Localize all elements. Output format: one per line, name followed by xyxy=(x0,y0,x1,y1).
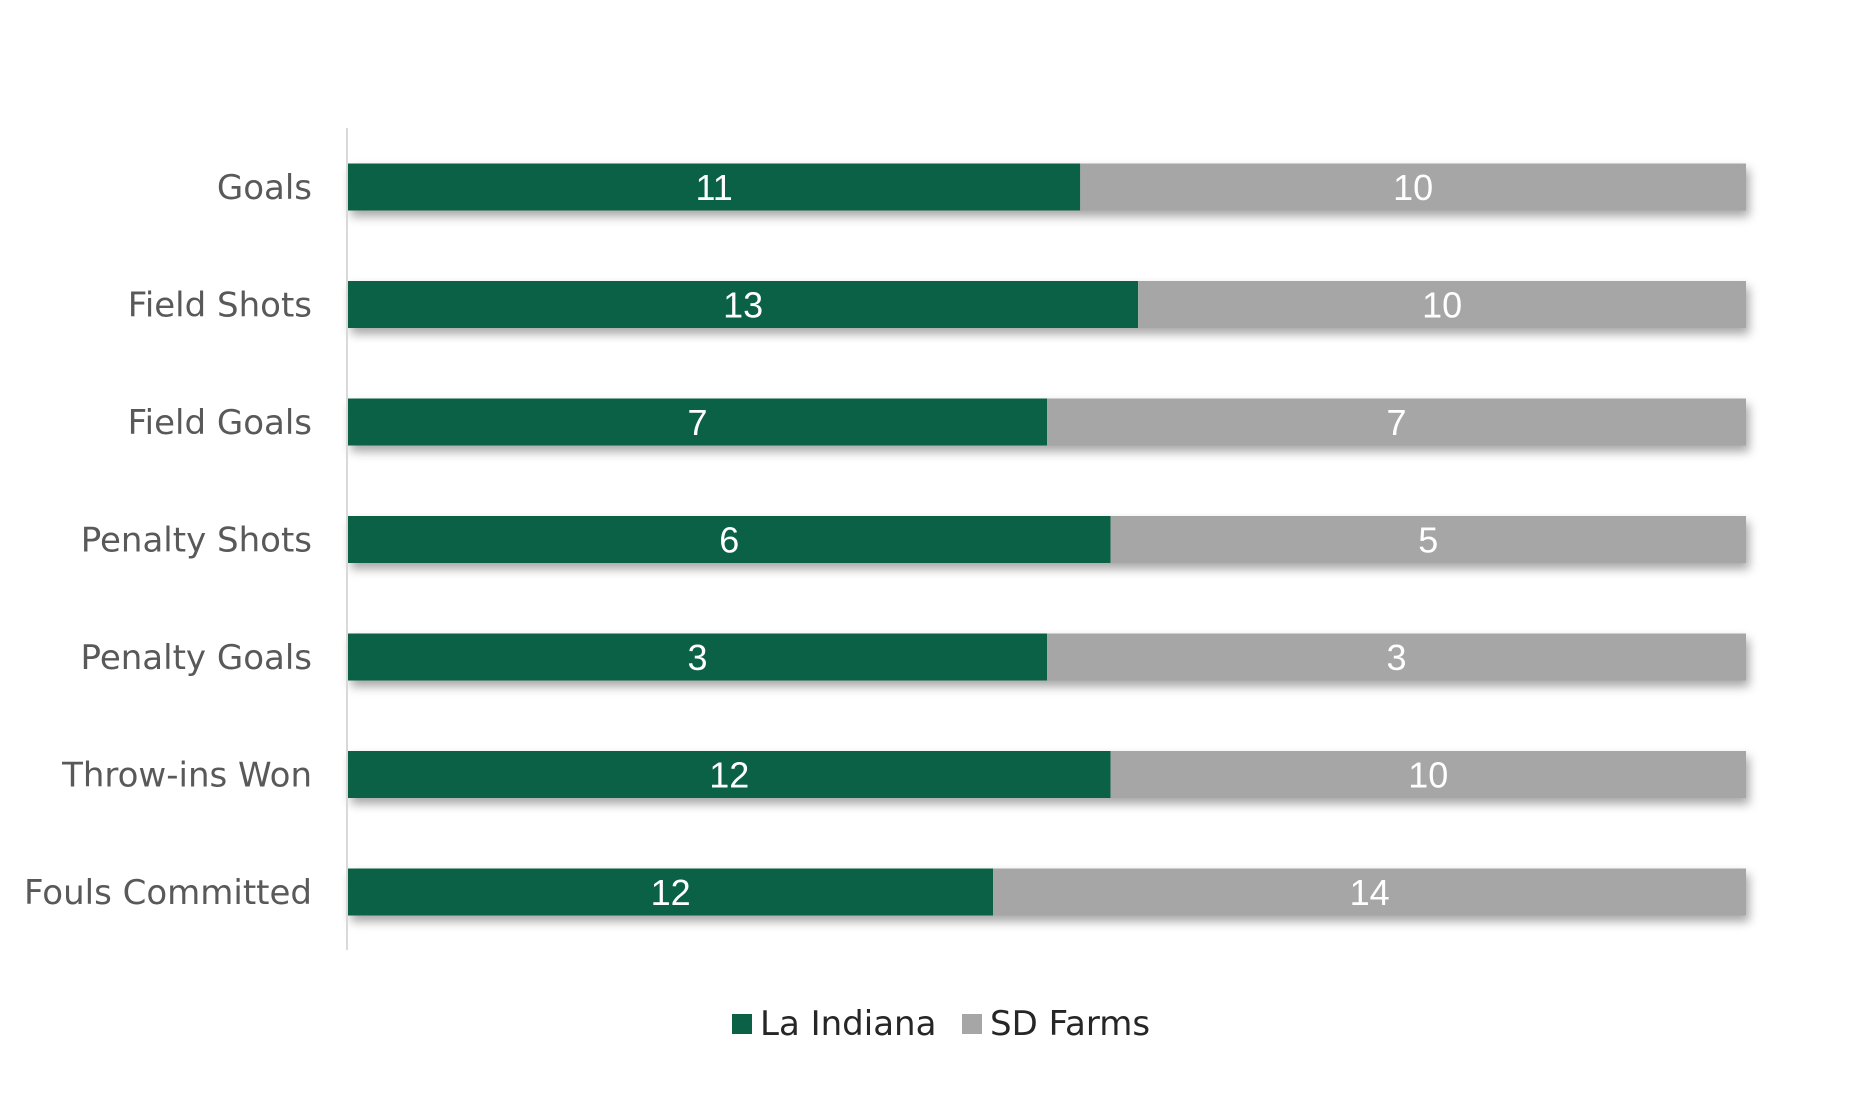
data-label-la-indiana-field-goals: 7 xyxy=(687,402,707,443)
category-label-throw-ins-won: Throw-ins Won xyxy=(61,756,312,796)
data-label-sd-farms-penalty-shots: 5 xyxy=(1418,520,1438,561)
bar-sd-farms-penalty-goals xyxy=(1047,633,1746,681)
category-label-penalty-shots: Penalty Shots xyxy=(81,521,312,561)
data-label-la-indiana-penalty-goals: 3 xyxy=(687,637,707,678)
data-label-sd-farms-penalty-goals: 3 xyxy=(1386,637,1406,678)
data-label-la-indiana-goals: 11 xyxy=(695,167,732,208)
data-label-la-indiana-field-shots: 13 xyxy=(723,285,763,326)
data-label-la-indiana-penalty-shots: 6 xyxy=(719,520,739,561)
legend-label-la-indiana: La Indiana xyxy=(760,1004,936,1044)
bar-la-indiana-throw-ins-won xyxy=(348,751,1111,798)
bar-la-indiana-fouls-committed xyxy=(348,868,994,916)
bar-la-indiana-field-shots xyxy=(348,281,1139,328)
bar-la-indiana-penalty-goals xyxy=(348,633,1047,681)
category-label-penalty-goals: Penalty Goals xyxy=(81,638,312,678)
bar-la-indiana-field-goals xyxy=(348,398,1047,446)
data-label-sd-farms-fouls-committed: 14 xyxy=(1350,872,1390,913)
data-label-sd-farms-throw-ins-won: 10 xyxy=(1408,755,1448,796)
data-label-sd-farms-field-shots: 10 xyxy=(1422,285,1462,326)
legend-swatch-sd-farms xyxy=(962,1014,982,1034)
category-label-goals: Goals xyxy=(217,168,312,208)
bar-sd-farms-field-shots xyxy=(1138,281,1746,328)
legend-swatch-la-indiana xyxy=(732,1014,752,1034)
bar-sd-farms-penalty-shots xyxy=(1110,516,1746,563)
category-label-field-goals: Field Goals xyxy=(128,403,312,443)
data-label-sd-farms-field-goals: 7 xyxy=(1386,402,1406,443)
bar-sd-farms-field-goals xyxy=(1047,398,1746,446)
bar-sd-farms-throw-ins-won xyxy=(1110,751,1746,798)
bar-la-indiana-penalty-shots xyxy=(348,516,1111,563)
bar-sd-farms-goals xyxy=(1080,163,1746,211)
data-label-sd-farms-goals: 10 xyxy=(1393,167,1433,208)
data-label-la-indiana-fouls-committed: 12 xyxy=(651,872,691,913)
data-label-la-indiana-throw-ins-won: 12 xyxy=(709,755,749,796)
bar-sd-farms-fouls-committed xyxy=(993,868,1746,916)
category-label-field-shots: Field Shots xyxy=(128,286,312,326)
legend-label-sd-farms: SD Farms xyxy=(990,1004,1150,1044)
category-label-fouls-committed: Fouls Committed xyxy=(24,873,312,913)
bar-la-indiana-goals xyxy=(348,163,1081,211)
